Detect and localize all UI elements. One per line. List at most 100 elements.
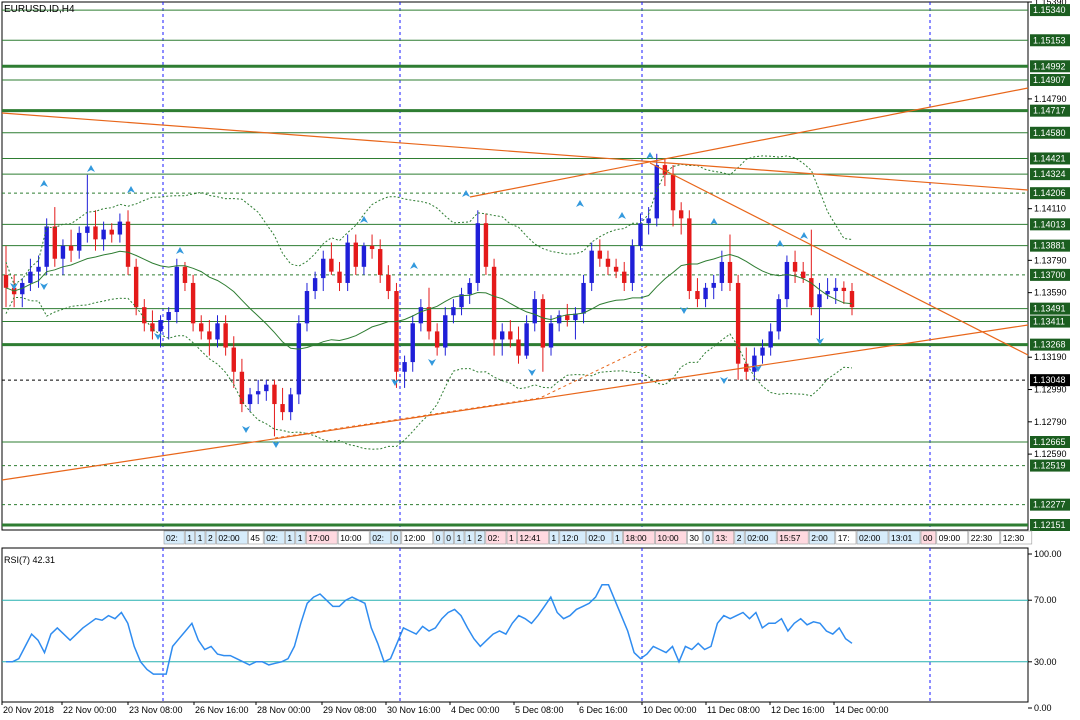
candle-bearish[interactable] [800, 271, 806, 279]
candle-bullish[interactable] [117, 221, 123, 235]
candle-bullish[interactable] [825, 291, 830, 295]
trendline[interactable] [469, 87, 1029, 198]
candle-bearish[interactable] [483, 223, 489, 267]
candle-bearish[interactable] [133, 266, 139, 308]
candle-bearish[interactable] [337, 271, 342, 283]
candle-bearish[interactable] [727, 261, 733, 283]
candle-bullish[interactable] [60, 245, 66, 259]
candle-bearish[interactable] [735, 282, 741, 364]
candle-bearish[interactable] [150, 323, 155, 332]
candle-bullish[interactable] [711, 282, 716, 288]
candle-bearish[interactable] [3, 274, 9, 288]
trendline[interactable] [649, 162, 1029, 356]
candle-bullish[interactable] [345, 242, 350, 283]
candle-bearish[interactable] [565, 315, 570, 321]
trendline[interactable] [1, 112, 1029, 191]
candle-bullish[interactable] [638, 223, 643, 246]
candle-bullish[interactable] [719, 261, 725, 283]
candle-bullish[interactable] [500, 331, 505, 340]
candle-bullish[interactable] [418, 307, 424, 324]
candle-bearish[interactable] [516, 339, 521, 356]
candle-bullish[interactable] [768, 331, 773, 348]
candle-bearish[interactable] [695, 291, 700, 300]
candle-bearish[interactable] [93, 226, 98, 240]
candle-bullish[interactable] [264, 384, 269, 392]
candle-bearish[interactable] [678, 210, 684, 219]
candle-bearish[interactable] [280, 404, 285, 413]
candle-bullish[interactable] [36, 266, 41, 272]
candle-bullish[interactable] [630, 245, 635, 283]
candle-bullish[interactable] [459, 294, 464, 308]
candle-bullish[interactable] [321, 258, 326, 279]
candle-bearish[interactable] [199, 323, 204, 332]
candle-bearish[interactable] [272, 384, 277, 405]
candle-bearish[interactable] [109, 229, 114, 235]
candle-bearish[interactable] [207, 331, 212, 340]
candle-bearish[interactable] [142, 307, 147, 324]
candle-bullish[interactable] [247, 394, 253, 405]
candle-bullish[interactable] [833, 287, 838, 292]
candle-bullish[interactable] [703, 287, 708, 300]
candle-bullish[interactable] [443, 315, 448, 348]
candle-bullish[interactable] [760, 347, 765, 356]
candle-bullish[interactable] [77, 232, 82, 251]
candle-bearish[interactable] [792, 261, 798, 272]
candle-bearish[interactable] [809, 278, 814, 308]
candle-bullish[interactable] [475, 223, 481, 283]
candle-bullish[interactable] [532, 299, 537, 324]
candle-bullish[interactable] [581, 282, 586, 314]
candle-bearish[interactable] [613, 266, 619, 272]
price-panel[interactable]: 1.15390 1.14790 1.14110 1.13790 1.13590 1.131… [1, 0, 1070, 531]
candle-bearish[interactable] [508, 331, 513, 340]
candle-bearish[interactable] [841, 287, 847, 292]
candle-bearish[interactable] [622, 271, 627, 283]
candle-bullish[interactable] [524, 323, 529, 356]
candle-bullish[interactable] [402, 362, 407, 372]
candle-bearish[interactable] [223, 323, 228, 348]
candle-bearish[interactable] [687, 218, 692, 292]
candle-bearish[interactable] [605, 258, 611, 267]
candle-bearish[interactable] [231, 347, 236, 372]
candle-bullish[interactable] [101, 229, 106, 240]
candle-bearish[interactable] [597, 250, 603, 259]
candle-bullish[interactable] [44, 226, 49, 267]
candle-bullish[interactable] [589, 250, 594, 283]
candle-bearish[interactable] [386, 274, 391, 292]
candle-bullish[interactable] [288, 394, 293, 413]
candle-bearish[interactable] [353, 242, 358, 267]
candle-bullish[interactable] [166, 312, 171, 321]
candle-bullish[interactable] [776, 299, 781, 332]
candle-bullish[interactable] [467, 282, 472, 295]
candle-bearish[interactable] [239, 371, 245, 405]
candle-bullish[interactable] [573, 313, 578, 321]
candle-bearish[interactable] [68, 245, 74, 251]
candle-bullish[interactable] [556, 315, 562, 324]
candle-bearish[interactable] [182, 266, 188, 283]
candle-bullish[interactable] [548, 323, 554, 348]
candle-bearish[interactable] [329, 258, 334, 272]
candle-bullish[interactable] [752, 355, 757, 372]
candle-bearish[interactable] [849, 291, 855, 308]
candle-bullish[interactable] [361, 245, 367, 267]
candle-bullish[interactable] [304, 291, 310, 324]
candle-bullish[interactable] [255, 391, 261, 395]
candle-bearish[interactable] [491, 266, 497, 340]
candle-bullish[interactable] [215, 323, 220, 340]
candle-bearish[interactable] [125, 221, 131, 267]
candle-bearish[interactable] [369, 245, 375, 250]
trendline[interactable] [1, 324, 1029, 481]
candle-bullish[interactable] [174, 266, 180, 313]
candle-bearish[interactable] [394, 291, 399, 372]
candle-bullish[interactable] [451, 307, 456, 316]
candle-bullish[interactable] [158, 320, 163, 332]
candle-bearish[interactable] [377, 249, 383, 275]
candle-bullish[interactable] [85, 226, 90, 233]
candle-bullish[interactable] [296, 323, 302, 395]
candle-bullish[interactable] [312, 278, 318, 292]
candle-bearish[interactable] [670, 174, 676, 211]
candle-bullish[interactable] [784, 261, 790, 300]
candle-bullish[interactable] [817, 294, 822, 308]
candle-bullish[interactable] [28, 271, 33, 283]
rsi-panel[interactable]: 100.00 70.00 30.00 0.00 [1, 547, 1062, 713]
